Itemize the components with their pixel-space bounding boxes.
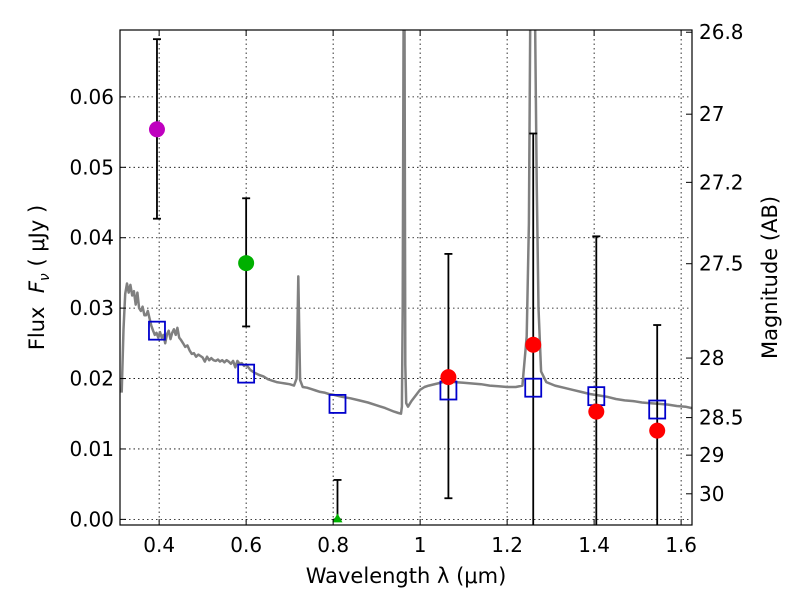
x-tick-label: 1 [414,533,427,557]
right-tick-label: 28 [699,346,724,370]
plot-area [120,30,692,415]
model-photometry-square [524,377,543,398]
right-tick-label: 28.5 [699,406,744,430]
y-tick-label: 0.03 [69,296,114,320]
y-axis-label-right: Magnitude (AB) [758,196,782,359]
model-photometry-square [648,399,667,420]
y-tick-label: 0.02 [69,367,114,391]
right-tick-label: 30 [699,482,724,506]
x-tick-label: 1.6 [665,533,697,557]
y-label-subscript: ν [37,273,53,281]
plot-frame [119,29,693,526]
observed-data-point [440,369,457,386]
model-spectrum-line [120,30,692,415]
x-tick-label: 0.6 [230,533,262,557]
right-tick-label: 26.8 [699,20,744,44]
x-tick-label: 0.8 [317,533,349,557]
x-tick-label: 1.2 [491,533,523,557]
right-tick-label: 27.2 [699,170,744,194]
right-tick-label: 29 [699,443,724,467]
model-photometry-square [237,363,256,384]
observed-data-point [649,422,666,439]
x-axis-label: Wavelength λ (μm) [306,564,507,588]
y-label-unit: ( μJy ) [25,205,49,273]
observed-data-point [148,121,165,138]
observed-data-point [588,403,605,420]
y-tick-label: 0.06 [69,85,114,109]
markers [148,38,667,525]
y-tick-label: 0.00 [69,507,114,531]
right-tick-label: 27 [699,102,724,126]
y-axis-label-left: Flux Fν ( μJy ) [25,205,53,350]
x-tick-label: 1.4 [578,533,610,557]
right-tick-label: 27.5 [699,252,744,276]
upper-limit-triangle [332,513,343,523]
y-tick-label: 0.04 [69,226,114,250]
observed-data-point [238,255,255,272]
x-tick-label: 0.4 [143,533,175,557]
axes: 0.4 0.6 0.8 1 1.2 1.4 1.6 0.00 0.01 0.02 0.03 0.04 0… [69,20,743,557]
y-label-prefix: Flux [25,293,49,350]
model-photometry-square [328,393,347,414]
y-label-symbol: F [25,280,49,293]
model-photometry-square [148,320,166,341]
y-tick-label: 0.05 [69,155,114,179]
y-tick-label: 0.01 [69,437,114,461]
observed-data-point [525,336,542,353]
